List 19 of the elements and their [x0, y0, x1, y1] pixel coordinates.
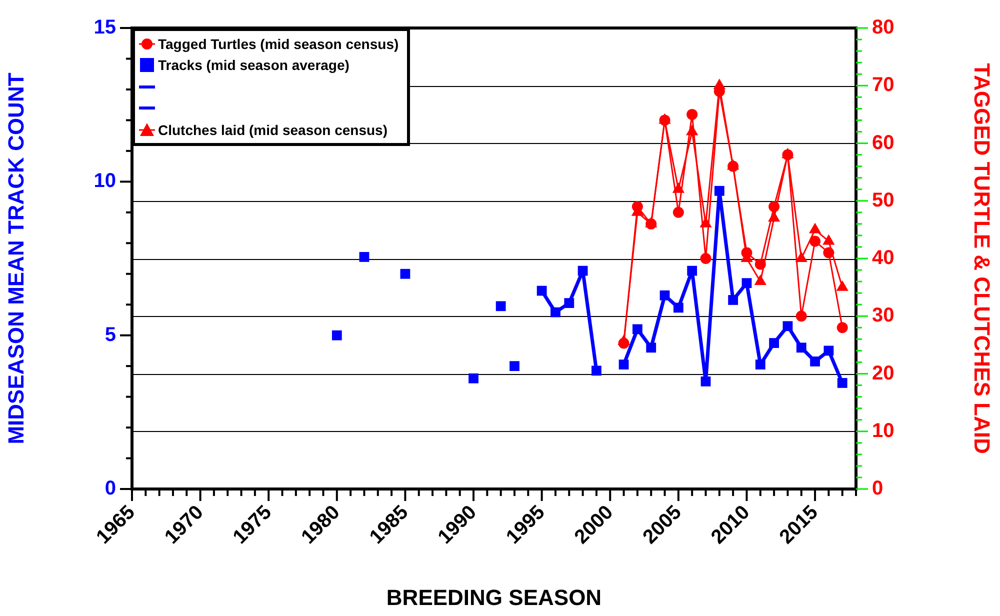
y2-tick-label: 20	[872, 362, 894, 384]
y2-tick-label: 60	[872, 132, 894, 154]
legend-label: Clutches laid (mid season census)	[158, 122, 388, 138]
y2-tick-label: 50	[872, 189, 894, 212]
y2-tick-label: 30	[872, 304, 894, 327]
legend-label: Tagged Turtles (mid season census)	[158, 36, 399, 52]
y-tick-label: 10	[94, 170, 116, 192]
y-axis-title: MIDSEASON MEAN TRACK COUNT	[3, 72, 28, 444]
y-tick-label: 15	[94, 16, 116, 39]
x-axis-title: BREEDING SEASON	[386, 584, 602, 610]
y-tick-label: 0	[104, 478, 116, 500]
y2-tick-label: 0	[872, 478, 884, 500]
y2-tick-label: 10	[872, 420, 894, 442]
y2-axis-title: TAGGED TURTLE & CLUTCHES LAID	[970, 63, 995, 454]
y2-tick-label: 40	[872, 247, 894, 270]
legend-label: Tracks (mid season average)	[158, 57, 350, 74]
y2-tick-label: 80	[872, 16, 894, 39]
y-tick-label: 5	[104, 324, 116, 346]
y2-tick-label: 70	[872, 74, 894, 96]
